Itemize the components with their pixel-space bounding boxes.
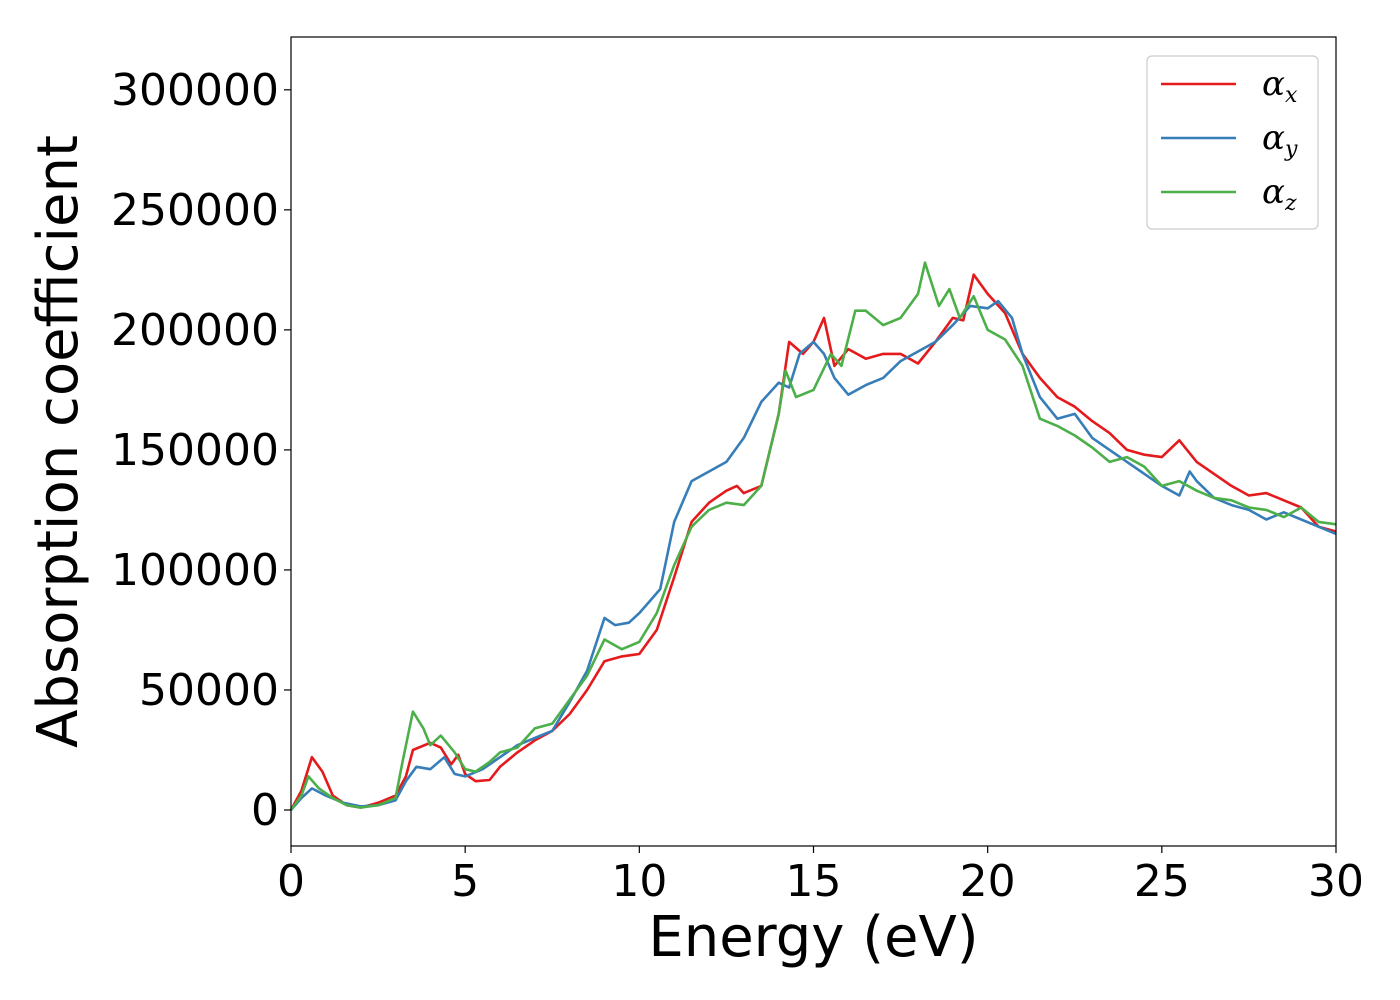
x-tick-label: 15	[786, 856, 842, 907]
x-tick-label: 30	[1308, 856, 1364, 907]
legend-label-z: αz	[1262, 172, 1297, 216]
series-line-x	[289, 273, 1337, 811]
y-axis-label: Absorption coefficient	[26, 135, 91, 748]
y-tick-label: 100000	[111, 545, 279, 596]
series-line-y	[290, 299, 1337, 811]
y-tick-label: 250000	[111, 185, 279, 236]
x-tick-label: 20	[960, 856, 1016, 907]
ticks-layer: 0 5 10 15 20 25 30 0 50000 100000 150000 200000 2500…	[111, 65, 1364, 907]
legend: αx αy αz	[1146, 55, 1319, 230]
y-tick-label: 50000	[139, 665, 279, 716]
legend-label-x: αx	[1262, 64, 1298, 108]
series-layer	[289, 261, 1337, 811]
legend-label-y: αy	[1262, 118, 1298, 162]
x-axis-label: Energy (eV)	[648, 905, 978, 970]
series-line-z	[289, 261, 1337, 811]
x-tick-label: 5	[451, 856, 479, 907]
legend-box	[1146, 55, 1319, 230]
x-tick-label: 10	[611, 856, 667, 907]
y-tick-label: 150000	[111, 425, 279, 476]
x-tick-label: 25	[1134, 856, 1190, 907]
y-tick-label: 0	[251, 785, 279, 836]
y-tick-label: 300000	[111, 65, 279, 116]
y-tick-label: 200000	[111, 305, 279, 356]
x-tick-label: 0	[277, 856, 305, 907]
